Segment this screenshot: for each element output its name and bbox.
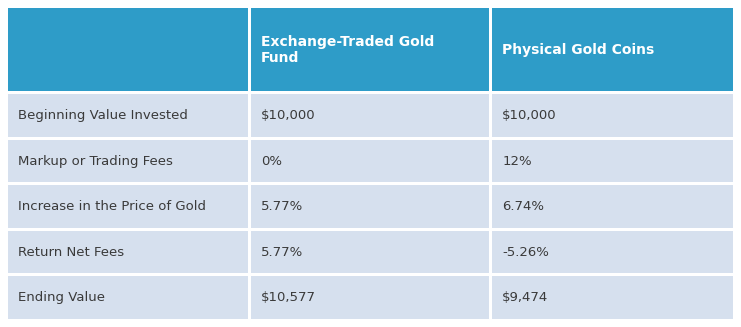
- Bar: [248, 231, 251, 273]
- Bar: [489, 8, 492, 91]
- Bar: [248, 276, 251, 319]
- Text: Beginning Value Invested: Beginning Value Invested: [18, 109, 188, 122]
- Bar: [251, 185, 489, 228]
- Text: Physical Gold Coins: Physical Gold Coins: [502, 43, 654, 57]
- Bar: [8, 231, 248, 273]
- Bar: [492, 95, 733, 137]
- Bar: [492, 8, 733, 91]
- Bar: [489, 231, 492, 273]
- Bar: [8, 273, 733, 276]
- Bar: [248, 185, 251, 228]
- Bar: [251, 95, 489, 137]
- Bar: [251, 231, 489, 273]
- Bar: [251, 140, 489, 182]
- Text: Exchange-Traded Gold
Fund: Exchange-Traded Gold Fund: [261, 35, 434, 65]
- Bar: [8, 185, 248, 228]
- Bar: [248, 8, 251, 91]
- Bar: [492, 276, 733, 319]
- Bar: [8, 140, 248, 182]
- Bar: [8, 276, 248, 319]
- Text: 12%: 12%: [502, 155, 532, 168]
- Text: -5.26%: -5.26%: [502, 246, 549, 259]
- Bar: [8, 8, 248, 91]
- Bar: [492, 231, 733, 273]
- Bar: [8, 182, 733, 185]
- Bar: [251, 276, 489, 319]
- Bar: [489, 95, 492, 137]
- Bar: [8, 228, 733, 231]
- Text: Ending Value: Ending Value: [18, 291, 105, 304]
- Bar: [248, 95, 251, 137]
- Text: 0%: 0%: [261, 155, 282, 168]
- Bar: [492, 140, 733, 182]
- Text: $9,474: $9,474: [502, 291, 548, 304]
- Text: $10,000: $10,000: [502, 109, 557, 122]
- Bar: [8, 91, 733, 95]
- Text: $10,000: $10,000: [261, 109, 316, 122]
- Text: Increase in the Price of Gold: Increase in the Price of Gold: [18, 200, 206, 213]
- Bar: [8, 95, 248, 137]
- Text: $10,577: $10,577: [261, 291, 316, 304]
- Bar: [489, 276, 492, 319]
- Bar: [251, 8, 489, 91]
- Text: Markup or Trading Fees: Markup or Trading Fees: [18, 155, 173, 168]
- Bar: [489, 185, 492, 228]
- Text: 6.74%: 6.74%: [502, 200, 545, 213]
- Bar: [248, 140, 251, 182]
- Bar: [8, 137, 733, 140]
- Text: 5.77%: 5.77%: [261, 246, 303, 259]
- Bar: [489, 140, 492, 182]
- Text: Return Net Fees: Return Net Fees: [18, 246, 124, 259]
- Bar: [492, 185, 733, 228]
- Text: 5.77%: 5.77%: [261, 200, 303, 213]
